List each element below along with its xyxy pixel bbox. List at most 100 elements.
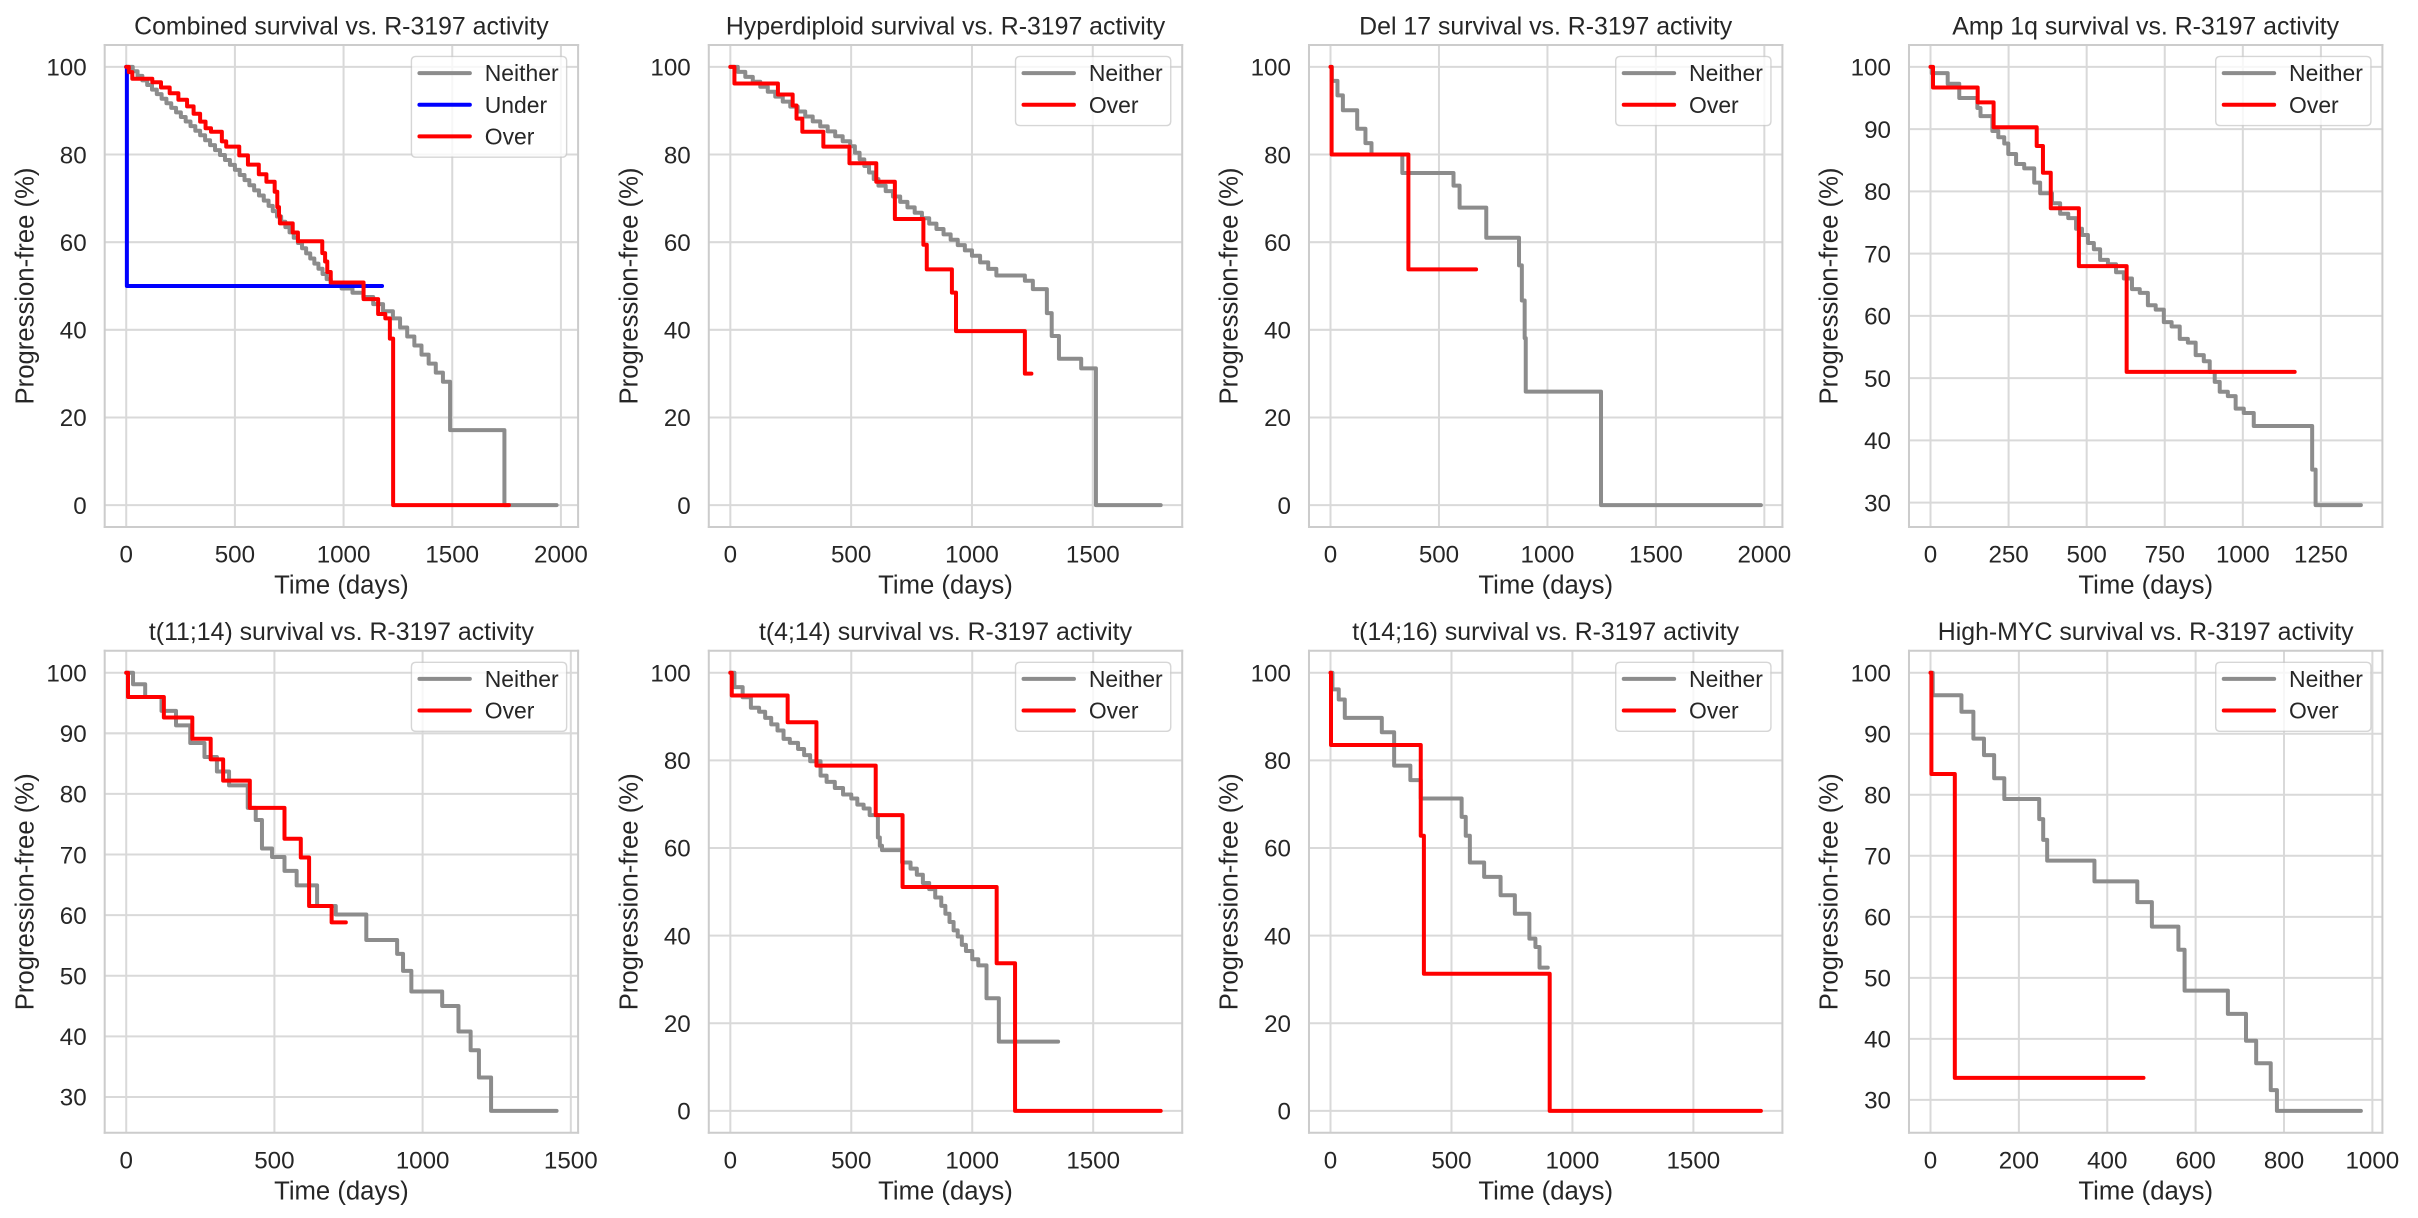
svg-text:Under: Under (485, 92, 548, 118)
svg-text:Neither: Neither (1689, 666, 1763, 692)
svg-text:Time (days): Time (days) (2078, 572, 2213, 600)
svg-text:Time (days): Time (days) (2078, 1177, 2213, 1205)
svg-text:1000: 1000 (2345, 1147, 2399, 1174)
svg-text:60: 60 (1264, 836, 1291, 863)
svg-text:Neither: Neither (2289, 666, 2363, 692)
svg-text:Progression-free (%): Progression-free (%) (1816, 773, 1844, 1010)
svg-text:Time (days): Time (days) (878, 1177, 1013, 1205)
svg-text:Neither: Neither (1689, 60, 1763, 86)
svg-text:Over: Over (1689, 698, 1739, 724)
svg-text:0: 0 (677, 1099, 690, 1126)
svg-text:70: 70 (60, 842, 87, 869)
svg-text:Neither: Neither (2289, 60, 2363, 86)
svg-text:Combined survival vs. R-3197 a: Combined survival vs. R-3197 activity (134, 12, 549, 40)
svg-text:1000: 1000 (1521, 542, 1575, 569)
svg-text:1000: 1000 (2216, 542, 2270, 569)
svg-text:Over: Over (1089, 92, 1139, 118)
svg-text:t(11;14) survival vs. R-3197 a: t(11;14) survival vs. R-3197 activity (149, 618, 535, 646)
svg-text:Progression-free (%): Progression-free (%) (615, 773, 643, 1010)
svg-text:t(4;14) survival vs. R-3197 ac: t(4;14) survival vs. R-3197 activity (759, 618, 1133, 646)
svg-text:Over: Over (2289, 698, 2339, 724)
svg-text:100: 100 (46, 660, 86, 687)
svg-text:1500: 1500 (425, 542, 479, 569)
svg-text:Over: Over (485, 698, 535, 724)
svg-text:2000: 2000 (534, 542, 588, 569)
svg-text:Neither: Neither (485, 666, 559, 692)
svg-text:70: 70 (1864, 241, 1891, 268)
svg-text:60: 60 (664, 230, 691, 257)
svg-text:400: 400 (2087, 1147, 2127, 1174)
svg-text:Time (days): Time (days) (1478, 572, 1613, 600)
svg-text:Over: Over (2289, 92, 2339, 118)
svg-text:1250: 1250 (2294, 542, 2348, 569)
svg-text:Over: Over (1689, 92, 1739, 118)
svg-text:30: 30 (1864, 490, 1891, 517)
svg-text:30: 30 (60, 1085, 87, 1112)
svg-text:Neither: Neither (1089, 60, 1163, 86)
svg-text:0: 0 (1278, 1099, 1291, 1126)
svg-text:80: 80 (60, 142, 87, 169)
svg-text:0: 0 (724, 1147, 737, 1174)
svg-text:1000: 1000 (317, 542, 371, 569)
svg-text:Neither: Neither (485, 60, 559, 86)
svg-text:0: 0 (1924, 542, 1937, 569)
svg-text:20: 20 (664, 405, 691, 432)
svg-text:500: 500 (1419, 542, 1459, 569)
svg-text:100: 100 (1851, 55, 1891, 82)
svg-text:20: 20 (1264, 405, 1291, 432)
svg-text:100: 100 (650, 55, 690, 82)
svg-text:Del 17 survival vs. R-3197 act: Del 17 survival vs. R-3197 activity (1359, 12, 1733, 40)
svg-text:500: 500 (254, 1147, 294, 1174)
svg-text:60: 60 (60, 230, 87, 257)
svg-text:1500: 1500 (1066, 542, 1120, 569)
svg-text:1000: 1000 (945, 542, 999, 569)
svg-text:0: 0 (1324, 542, 1337, 569)
svg-text:60: 60 (1864, 304, 1891, 331)
svg-text:100: 100 (1251, 660, 1291, 687)
svg-text:0: 0 (119, 1147, 132, 1174)
svg-text:40: 40 (60, 1024, 87, 1051)
svg-text:Amp 1q survival vs. R-3197 act: Amp 1q survival vs. R-3197 activity (1952, 12, 2339, 40)
svg-text:600: 600 (2175, 1147, 2215, 1174)
svg-text:60: 60 (1864, 905, 1891, 932)
svg-text:70: 70 (1864, 844, 1891, 871)
svg-text:Progression-free (%): Progression-free (%) (1816, 168, 1844, 405)
svg-text:750: 750 (2145, 542, 2185, 569)
svg-text:Time (days): Time (days) (274, 572, 409, 600)
svg-text:1500: 1500 (1066, 1147, 1120, 1174)
svg-text:90: 90 (1864, 721, 1891, 748)
svg-text:Time (days): Time (days) (878, 572, 1013, 600)
svg-text:500: 500 (1431, 1147, 1471, 1174)
svg-text:40: 40 (1264, 318, 1291, 345)
svg-text:60: 60 (1264, 230, 1291, 257)
svg-text:t(14;16) survival vs. R-3197 a: t(14;16) survival vs. R-3197 activity (1352, 618, 1739, 646)
svg-text:90: 90 (1864, 117, 1891, 144)
svg-text:0: 0 (1324, 1147, 1337, 1174)
svg-text:0: 0 (724, 542, 737, 569)
svg-text:1500: 1500 (1629, 542, 1683, 569)
svg-text:80: 80 (664, 748, 691, 775)
svg-text:90: 90 (60, 721, 87, 748)
svg-text:80: 80 (664, 142, 691, 169)
svg-text:20: 20 (60, 405, 87, 432)
svg-text:1500: 1500 (544, 1147, 598, 1174)
svg-text:1000: 1000 (1546, 1147, 1600, 1174)
svg-text:60: 60 (664, 836, 691, 863)
svg-text:40: 40 (1864, 428, 1891, 455)
svg-text:800: 800 (2264, 1147, 2304, 1174)
svg-text:40: 40 (1864, 1027, 1891, 1054)
svg-text:500: 500 (831, 542, 871, 569)
svg-text:Progression-free (%): Progression-free (%) (11, 168, 39, 405)
svg-text:500: 500 (215, 542, 255, 569)
svg-text:20: 20 (1264, 1011, 1291, 1038)
svg-text:Progression-free (%): Progression-free (%) (615, 168, 643, 405)
svg-text:40: 40 (60, 318, 87, 345)
svg-text:80: 80 (1864, 783, 1891, 810)
svg-text:100: 100 (1851, 660, 1891, 687)
svg-text:0: 0 (1924, 1147, 1937, 1174)
svg-text:0: 0 (73, 493, 86, 520)
svg-text:Time (days): Time (days) (274, 1177, 409, 1205)
svg-text:80: 80 (1864, 179, 1891, 206)
svg-text:2000: 2000 (1737, 542, 1791, 569)
svg-text:1500: 1500 (1667, 1147, 1721, 1174)
